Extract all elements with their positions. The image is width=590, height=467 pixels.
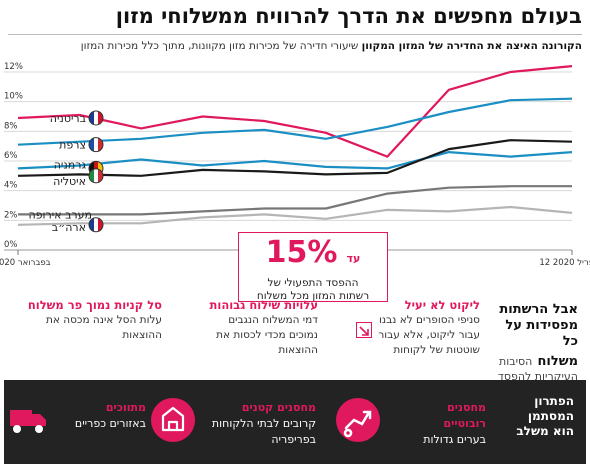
legend-entry: איטליה [53, 175, 86, 188]
footer-item-heading: מתווכים [105, 401, 146, 414]
solution-footer: הפתרון המסתמן הוא משלב מחסנים רובוטיים ב… [4, 380, 586, 464]
footer-item-text: מתווכים באזורים כפריים [75, 400, 146, 432]
series-line [17, 150, 573, 170]
summary-line2: מפסידות על כל [505, 318, 578, 349]
footer-item-body: רובוטיים [443, 417, 487, 430]
legend-entry: גרמניה [54, 158, 87, 171]
title-divider [8, 34, 582, 35]
line-chart: 0% 2% 4% 6% 8% 10% 12% 9 בפברואר 2020 12 באפריל… [0, 62, 590, 268]
legend-entry: בריטניה [50, 112, 86, 125]
callout-value: 15% [265, 235, 338, 270]
panel-heading: ליקוט לא יעיל [404, 298, 480, 312]
robot-arm-icon [336, 398, 380, 442]
x-axis-ticks: 9 בפברואר 2020 12 באפריל 2020 [0, 250, 590, 268]
y-tick-label: 6% [4, 151, 18, 161]
panel-shipping-costs: עלויות שילוח גבוהות דמי המשלוח הנגבים נמ… [188, 298, 318, 358]
x-tick-label: 12 באפריל 2020 [539, 258, 590, 268]
y-tick-label: 8% [4, 121, 18, 131]
legend-entry: ארה״ב [52, 221, 86, 234]
page-title: בעולם מחפשים את הדרך להרוויח ממשלוחי מזו… [115, 4, 582, 28]
legend-entry: מערב אירופה [29, 208, 93, 221]
panel-low-basket: סל קניות נמוך פר משלוח עלות הסל אינה מכס… [12, 298, 162, 343]
panel-line: ההוצאות [122, 329, 162, 341]
y-tick-label: 0% [4, 240, 18, 250]
callout-prefix: עד [346, 252, 361, 265]
footer-title: הפתרון המסתמן הוא משלב [516, 394, 574, 439]
panel-heading: עלויות שילוח גבוהות [209, 298, 318, 312]
footer-item-body: קרובים לבתי הלקוחות [211, 417, 316, 430]
footer-item-heading: מחסנים [447, 401, 486, 414]
footer-item-robotic: מחסנים רובוטיים בערים גדולות [336, 398, 486, 448]
footer-title-line: הפתרון [534, 394, 574, 408]
footer-item-body2: בפריפריה [271, 433, 316, 446]
loss-summary: אבל הרשתות מפסידות על כל משלוח הסיבות הע… [488, 302, 578, 384]
panel-line: עלות הסל אינה מכסה את [45, 314, 162, 326]
y-tick-label: 10% [4, 92, 23, 102]
callout-line1: ההפסד התפעולי של [267, 277, 359, 289]
loss-callout: עד 15% ההפסד התפעולי של רשתות המזון מכל … [238, 232, 388, 302]
chart-series [17, 65, 573, 226]
panel-heading: סל קניות נמוך פר משלוח [27, 298, 162, 312]
arrow-down-right-icon [356, 322, 372, 338]
summary-line4: העיקריות להפסד [497, 370, 578, 383]
footer-item-text: מחסנים קטנים קרובים לבתי הלקוחות בפריפרי… [212, 400, 316, 448]
chart-subtitle: הקורונה האיצה את החדירה של המזון המקוון … [81, 40, 582, 52]
y-axis-ticks: 0% 2% 4% 6% 8% 10% 12% [4, 62, 23, 250]
subtitle-bold: הקורונה האיצה את החדירה של המזון המקוון [361, 40, 582, 52]
series-line [17, 65, 573, 158]
footer-item-body: באזורים כפריים [74, 417, 146, 430]
panel-line: ההוצאות [278, 344, 318, 356]
callout-line2: רשתות המזון מכל משלוח [256, 290, 370, 302]
footer-item-brokers: מתווכים באזורים כפריים [6, 398, 146, 448]
panel-line: עבור ליקוט, אלא עבור [378, 329, 480, 341]
footer-item-small-warehouses: מחסנים קטנים קרובים לבתי הלקוחות בפריפרי… [151, 398, 316, 448]
storefront-icon [151, 398, 195, 442]
flag-icon [88, 168, 104, 184]
summary-line3-suffix: הסיבות [499, 355, 533, 368]
footer-title-line: הוא משלב [516, 424, 574, 438]
panel-line: שוטטות של לקוחות [393, 344, 480, 356]
y-tick-label: 4% [4, 181, 18, 191]
series-line [17, 97, 573, 146]
panel-inefficient-picking: ליקוט לא יעיל סניפי הסופרים לא נבנו עבור… [350, 298, 480, 358]
footer-title-line: המסתמן [527, 409, 574, 423]
flag-icon [88, 137, 104, 153]
footer-item-heading: מחסנים קטנים [241, 401, 316, 414]
y-tick-label: 12% [4, 62, 23, 72]
subtitle-rest: שיעורי חדירה של מכירות מזון מקוונות, מתו… [80, 40, 359, 52]
panel-line: דמי המשלוח הנגבים [228, 314, 318, 326]
summary-line3: משלוח [537, 354, 578, 369]
summary-line1: אבל הרשתות [499, 302, 578, 317]
panel-line: נמוכים מכדי לכסות את [216, 329, 318, 341]
flag-icon [88, 217, 104, 233]
footer-item-text: מחסנים רובוטיים בערים גדולות [423, 400, 486, 448]
footer-item-body2: בערים גדולות [423, 433, 486, 446]
series-line [17, 139, 573, 177]
panel-line: סניפי הסופרים לא נבנו [379, 314, 480, 326]
series-line [17, 205, 573, 226]
delivery-truck-icon [6, 398, 50, 442]
series-line [18, 185, 572, 216]
legend-entry: צרפת [59, 139, 86, 152]
flag-icon [88, 110, 104, 126]
x-tick-label: 9 בפברואר 2020 [0, 258, 51, 268]
y-tick-label: 2% [4, 210, 18, 220]
